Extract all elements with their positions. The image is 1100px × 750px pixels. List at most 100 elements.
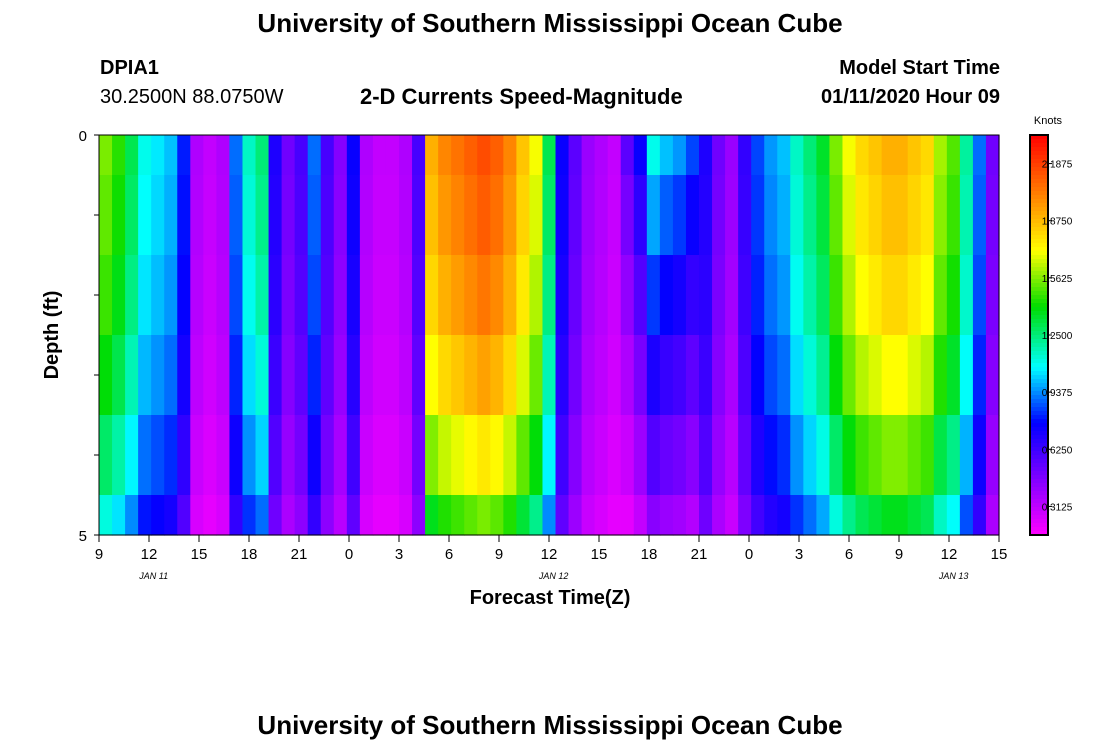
x-tick-label: 15: [591, 546, 608, 563]
station-coords: 30.2500N 88.0750W: [100, 86, 284, 108]
heatmap-cell: [346, 415, 361, 496]
heatmap-cell: [764, 175, 778, 256]
heatmap-cell: [164, 255, 178, 336]
heatmap-cell: [959, 135, 974, 176]
heatmap-cell: [229, 415, 244, 496]
heatmap-cell: [320, 335, 335, 416]
heatmap-cell: [385, 135, 400, 176]
heatmap-cell: [359, 135, 374, 176]
colorbar-segment: [1030, 191, 1048, 196]
x-tick-label: 9: [895, 546, 903, 563]
colorbar-segment: [1030, 515, 1048, 520]
heatmap-cell: [933, 135, 948, 176]
colorbar-segment: [1030, 431, 1048, 436]
heatmap-cell: [203, 255, 217, 336]
date-label: JAN 12: [538, 571, 569, 581]
heatmap-cell: [359, 495, 374, 536]
colorbar-segment: [1030, 235, 1048, 240]
heatmap-cell: [99, 175, 113, 256]
colorbar-segment: [1030, 155, 1048, 160]
heatmap-cell: [594, 255, 609, 336]
heatmap-cell: [151, 175, 165, 256]
heatmap-cell: [190, 255, 204, 336]
heatmap-cell: [633, 415, 648, 496]
footer-title: University of Southern Mississippi Ocean…: [257, 710, 843, 740]
heatmap-cell: [894, 335, 909, 416]
heatmap-cell: [125, 175, 139, 256]
heatmap-cell: [842, 335, 857, 416]
heatmap-cell: [516, 255, 531, 336]
heatmap-cell: [959, 255, 974, 336]
colorbar-tick-label: 1.8750: [1042, 217, 1073, 228]
colorbar-segment: [1030, 195, 1048, 200]
heatmap-cell: [672, 335, 687, 416]
colorbar-segment: [1030, 507, 1048, 512]
heatmap-cell: [425, 175, 439, 256]
colorbar-segment: [1030, 531, 1048, 536]
x-tick-label: 18: [641, 546, 658, 563]
heatmap-cell: [464, 175, 478, 256]
heatmap-cell: [881, 415, 896, 496]
heatmap-cell: [803, 175, 817, 256]
heatmap-cell: [829, 335, 844, 416]
colorbar-segment: [1030, 279, 1048, 284]
heatmap-cell: [451, 495, 465, 536]
heatmap-cell: [372, 255, 387, 336]
heatmap-cell: [477, 255, 491, 336]
heatmap-cell: [216, 135, 231, 176]
colorbar-segment: [1030, 219, 1048, 224]
heatmap-cell: [842, 135, 857, 176]
page-title: University of Southern Mississippi Ocean…: [257, 8, 843, 38]
colorbar-segment: [1030, 343, 1048, 348]
heatmap-cell: [751, 335, 765, 416]
heatmap-cell: [294, 175, 309, 256]
heatmap-cell: [99, 135, 113, 176]
colorbar-segment: [1030, 435, 1048, 440]
heatmap-cell: [216, 175, 231, 256]
heatmap-cell: [112, 255, 126, 336]
heatmap-cell: [216, 495, 231, 536]
heatmap-cell: [529, 415, 544, 496]
heatmap-cell: [685, 175, 700, 256]
heatmap-cell: [881, 335, 896, 416]
heatmap-cell: [112, 495, 126, 536]
heatmap-cell: [99, 495, 113, 536]
heatmap-cell: [268, 175, 283, 256]
heatmap-cell: [646, 415, 661, 496]
heatmap-cell: [516, 175, 531, 256]
heatmap-cell: [555, 255, 570, 336]
heatmap-cell: [985, 335, 1000, 416]
heatmap-cell: [985, 255, 1000, 336]
colorbar-segment: [1030, 483, 1048, 488]
colorbar-segment: [1030, 275, 1048, 280]
heatmap-cell: [346, 175, 361, 256]
colorbar-segment: [1030, 259, 1048, 264]
heatmap-cell: [372, 335, 387, 416]
colorbar-segment: [1030, 283, 1048, 288]
heatmap-cell: [829, 255, 844, 336]
heatmap-cell: [672, 415, 687, 496]
heatmap-cell: [699, 175, 713, 256]
heatmap-cell: [346, 495, 361, 536]
heatmap-cell: [281, 335, 296, 416]
heatmap-cell: [503, 255, 517, 336]
heatmap-cell: [112, 335, 126, 416]
colorbar-segment: [1030, 167, 1048, 172]
heatmap-cell: [294, 135, 309, 176]
x-tick-label: 18: [241, 546, 258, 563]
heatmap-cell: [868, 175, 883, 256]
colorbar-segment: [1030, 207, 1048, 212]
colorbar-segment: [1030, 387, 1048, 392]
colorbar-segment: [1030, 187, 1048, 192]
heatmap-cell: [933, 415, 948, 496]
colorbar-segment: [1030, 239, 1048, 244]
heatmap-cell: [672, 495, 687, 536]
heatmap-cell: [764, 415, 778, 496]
heatmap-cell: [255, 415, 270, 496]
heatmap-cell: [725, 335, 739, 416]
colorbar-segment: [1030, 299, 1048, 304]
heatmap-cell: [816, 255, 831, 336]
heatmap-cell: [268, 495, 283, 536]
heatmap-cell: [568, 255, 583, 336]
heatmap-cell: [372, 415, 387, 496]
